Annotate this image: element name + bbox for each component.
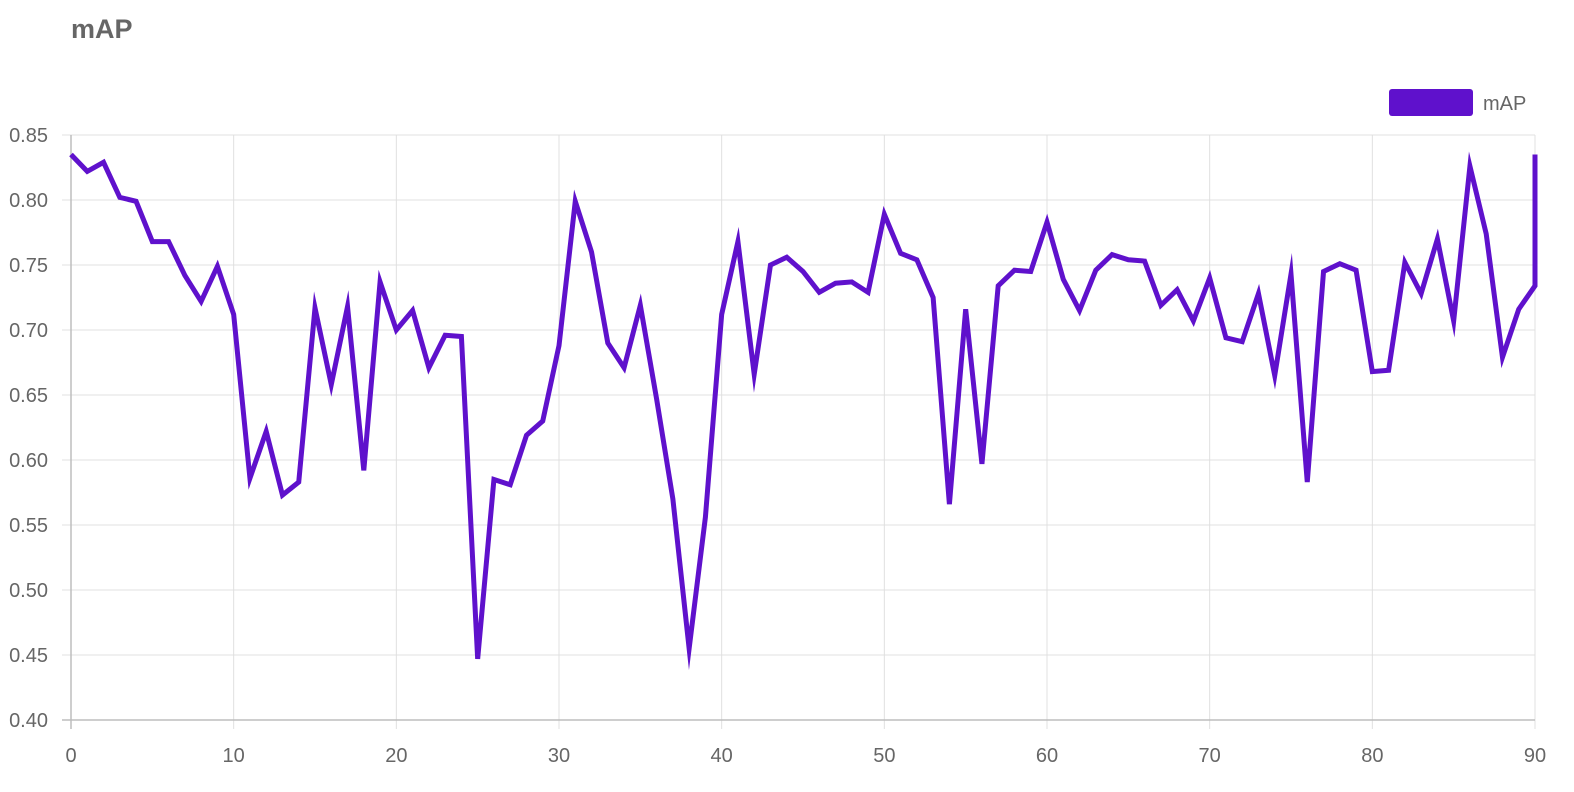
y-tick-label: 0.40 — [9, 710, 48, 732]
x-tick-label: 50 — [873, 745, 895, 767]
legend-label-map[interactable]: mAP — [1483, 93, 1526, 115]
x-tick-label: 20 — [385, 745, 407, 767]
y-tick-label: 0.60 — [9, 450, 48, 472]
chart-title: mAP — [71, 14, 133, 44]
x-tick-label: 90 — [1524, 745, 1546, 767]
y-tick-label: 0.75 — [9, 255, 48, 277]
legend-swatch[interactable] — [1389, 89, 1473, 116]
x-tick-label: 10 — [223, 745, 245, 767]
x-tick-label: 40 — [711, 745, 733, 767]
grid-lines — [62, 134, 1536, 729]
y-tick-label: 0.80 — [9, 190, 48, 212]
legend[interactable]: mAP — [1389, 89, 1526, 116]
x-tick-label: 80 — [1361, 745, 1383, 767]
y-tick-label: 0.70 — [9, 320, 48, 342]
tick-labels: 0 10 20 30 40 50 60 70 80 90 0.85 0.80 0.75 0.70 0.65 0… — [9, 125, 1546, 767]
series-line-map[interactable] — [69, 151, 1538, 671]
y-tick-label: 0.55 — [9, 515, 48, 537]
y-tick-label: 0.50 — [9, 580, 48, 602]
y-tick-label: 0.45 — [9, 645, 48, 667]
x-tick-label: 60 — [1036, 745, 1058, 767]
axes — [62, 135, 1535, 729]
x-tick-label: 70 — [1199, 745, 1221, 767]
y-tick-label: 0.65 — [9, 385, 48, 407]
series-layer — [69, 151, 1538, 671]
x-tick-label: 30 — [548, 745, 570, 767]
y-tick-label: 0.85 — [9, 125, 48, 147]
x-tick-label: 0 — [65, 745, 76, 767]
